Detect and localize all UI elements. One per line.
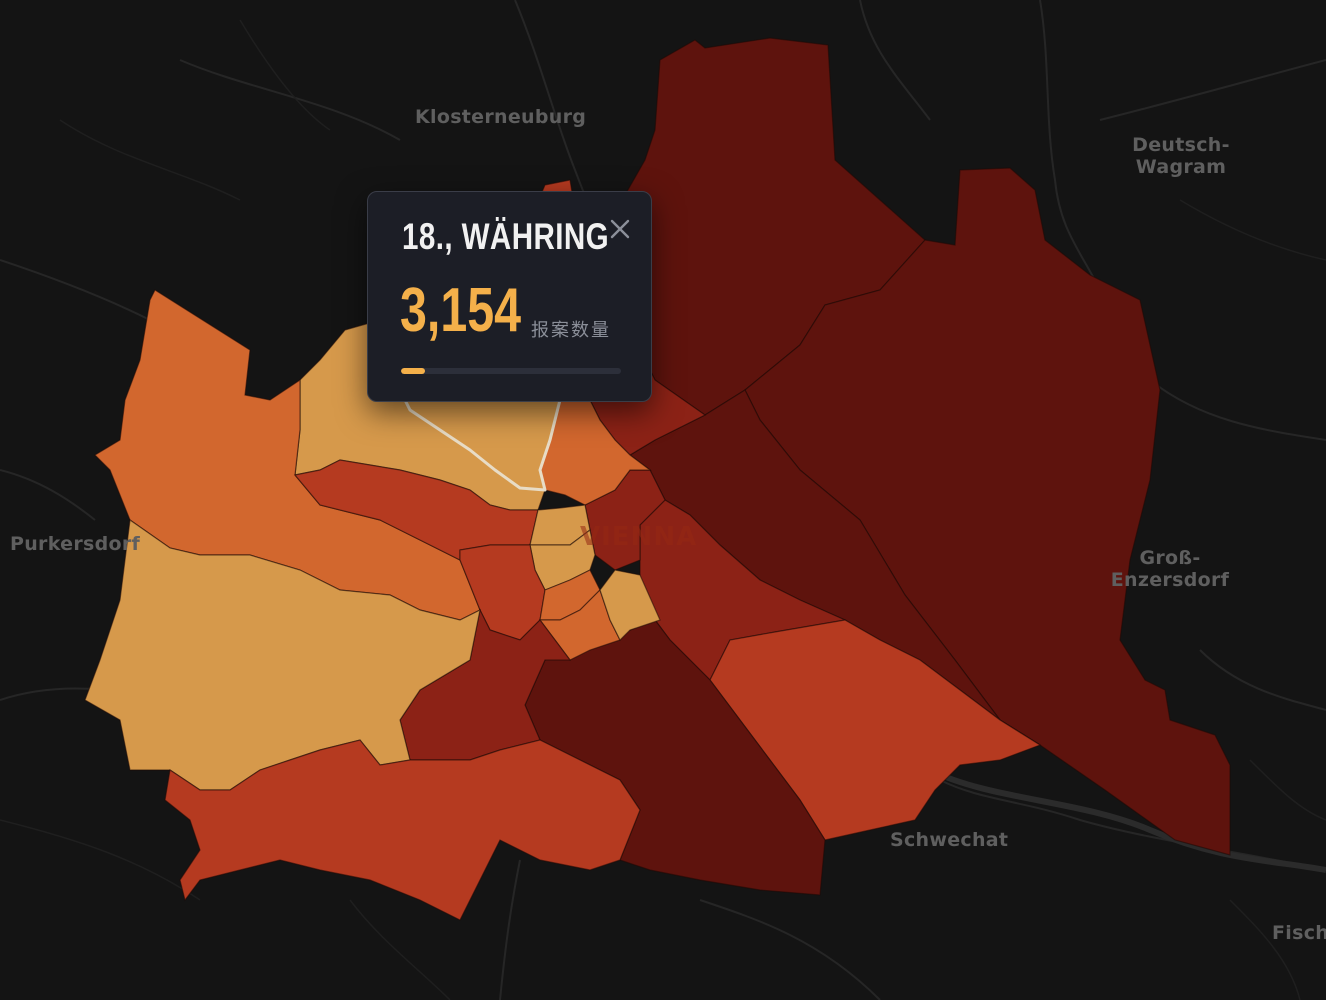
danube-river [928,767,1326,873]
place-label-deutsch-wagram: Deutsch- Wagram [1132,134,1230,178]
place-label-fischamend: Fisch [1272,922,1326,944]
basemap-minor-roads [0,19,1326,1000]
place-label-gross-enzersdorf: Groß- Enzersdorf [1110,547,1230,591]
district-liesing[interactable] [164,739,641,921]
popup-progress-fill [401,368,426,374]
place-label-klosterneuburg: Klosterneuburg [415,106,587,128]
close-icon[interactable] [607,216,633,242]
city-label-vienna: VIENNA [580,522,698,552]
district-ottakring[interactable] [293,459,539,561]
place-label-schwechat: Schwechat [890,829,1009,851]
district-wieden[interactable] [599,569,661,642]
place-label-purkersdorf: Purkersdorf [10,533,141,555]
popup-value: 3,154 [400,276,522,345]
popup-unit-label: 报案数量 [531,320,611,341]
popup-title: 18., WÄHRING [402,216,610,257]
district-popup: 18., WÄHRING 3,154 报案数量 [367,191,652,402]
popup-progress-track [401,368,621,374]
